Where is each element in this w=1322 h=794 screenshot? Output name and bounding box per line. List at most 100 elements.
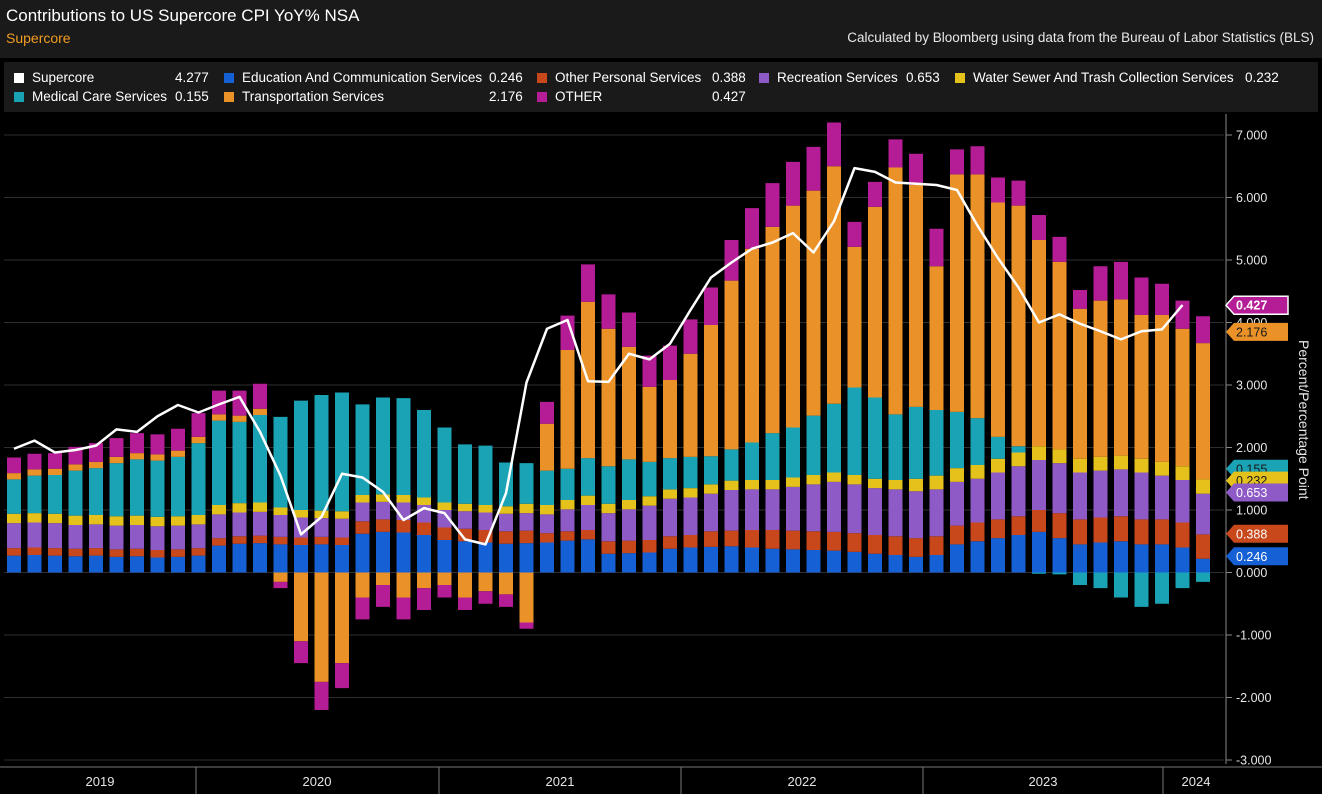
bar-segment (48, 453, 62, 469)
year-label: 2021 (546, 774, 575, 789)
bar-segment (27, 547, 42, 555)
bar-segment (560, 531, 575, 541)
bar-segment (499, 531, 513, 544)
bar-segment (724, 480, 739, 490)
legend-value: 4.277 (175, 70, 209, 85)
bar-segment (27, 469, 42, 476)
bar-segment (1114, 455, 1128, 470)
bar-segment (683, 353, 698, 457)
bar-segment (622, 312, 636, 347)
legend-item-transportation[interactable]: Transportation Services (224, 89, 384, 104)
bar-segment (355, 521, 370, 534)
bar-segment (1155, 475, 1169, 520)
bar-segment (765, 530, 780, 549)
legend-item-other[interactable]: OTHER (537, 89, 602, 104)
bar-segment (847, 221, 862, 247)
legend-swatch (955, 72, 965, 83)
bar-segment (970, 146, 985, 175)
bar-segment (191, 443, 206, 515)
bar-segment (1175, 466, 1190, 480)
y-tick-label: 6.000 (1236, 191, 1267, 205)
bar-segment (7, 523, 21, 549)
bar-segment (314, 681, 329, 710)
bar-segment (519, 530, 534, 544)
bar-segment (765, 433, 780, 480)
legend-item-education-communication[interactable]: Education And Communication Services (224, 70, 482, 85)
bar-segment (68, 515, 83, 525)
bar-segment (868, 397, 882, 479)
bar-segment (786, 205, 800, 428)
bar-segment (212, 420, 226, 505)
bar-segment (1134, 458, 1149, 473)
legend-item-medical-care[interactable]: Medical Care Services (14, 89, 167, 104)
bar-segment (601, 294, 616, 329)
bar-segment (376, 572, 390, 585)
bar-segment (827, 481, 841, 532)
bar-segment (765, 489, 780, 530)
bar-segment (970, 478, 985, 523)
bar-segment (1011, 516, 1026, 535)
bar-segment (1093, 542, 1108, 573)
bar-segment (663, 489, 677, 499)
bar-segment (1052, 463, 1067, 514)
bar-segment (273, 416, 288, 508)
bar-segment (601, 513, 616, 542)
bar-segment (581, 458, 595, 496)
bar-segment (1032, 446, 1046, 460)
bar-segment (1134, 519, 1149, 545)
bar-segment (478, 572, 493, 592)
bar-segment (581, 505, 595, 530)
bar-segment (314, 536, 329, 545)
bar-segment (7, 513, 21, 524)
bar-segment (232, 415, 247, 422)
bar-segment (478, 512, 493, 530)
endpoint-tag (1226, 524, 1288, 543)
bar-segment (1114, 469, 1128, 517)
bar-segment (950, 468, 964, 482)
bar-segment (581, 539, 595, 573)
bar-segment (642, 355, 657, 387)
bar-segment (1073, 290, 1087, 309)
endpoint-label: 0.388 (1236, 527, 1267, 541)
bar-segment (109, 438, 124, 457)
bar-segment (294, 641, 308, 664)
bar-segment (622, 346, 636, 460)
legend-item-other-personal[interactable]: Other Personal Services (537, 70, 701, 85)
bar-segment (950, 149, 964, 175)
bar-segment (1032, 215, 1046, 240)
bar-segment (581, 495, 595, 505)
bar-segment (540, 423, 554, 471)
bar-segment (622, 459, 636, 500)
bar-segment (950, 481, 964, 526)
bar-segment (458, 572, 472, 598)
bar-segment (991, 519, 1005, 539)
bar-segment (806, 475, 821, 485)
legend-label: Medical Care Services (32, 89, 168, 104)
bar-segment (847, 475, 862, 485)
bar-segment (68, 464, 83, 471)
legend-item-supercore[interactable]: Supercore (14, 70, 94, 85)
bar-segment (1052, 513, 1067, 539)
bar-segment (1093, 470, 1108, 518)
bar-segment (1032, 572, 1046, 574)
bar-segment (642, 552, 657, 573)
bar-segment (335, 392, 349, 512)
legend-item-water-sewer-trash[interactable]: Water Sewer And Trash Collection Service… (955, 70, 1234, 85)
bar-segment (89, 548, 103, 556)
legend-value: 0.155 (175, 89, 209, 104)
bar-segment (827, 531, 841, 551)
bar-segment (273, 581, 288, 589)
bar-segment (1155, 283, 1169, 315)
bar-segment (827, 550, 841, 573)
bar-segment (560, 509, 575, 532)
bar-segment (314, 518, 329, 537)
bar-segment (294, 510, 308, 518)
bar-segment (1196, 493, 1210, 535)
bar-segment (191, 436, 206, 444)
legend-item-recreation[interactable]: Recreation Services (759, 70, 898, 85)
bar-segment (540, 533, 554, 543)
legend-value: 0.388 (712, 70, 746, 85)
bar-segment (1052, 236, 1067, 262)
bar-segment (437, 510, 452, 528)
bar-segment (929, 555, 944, 573)
